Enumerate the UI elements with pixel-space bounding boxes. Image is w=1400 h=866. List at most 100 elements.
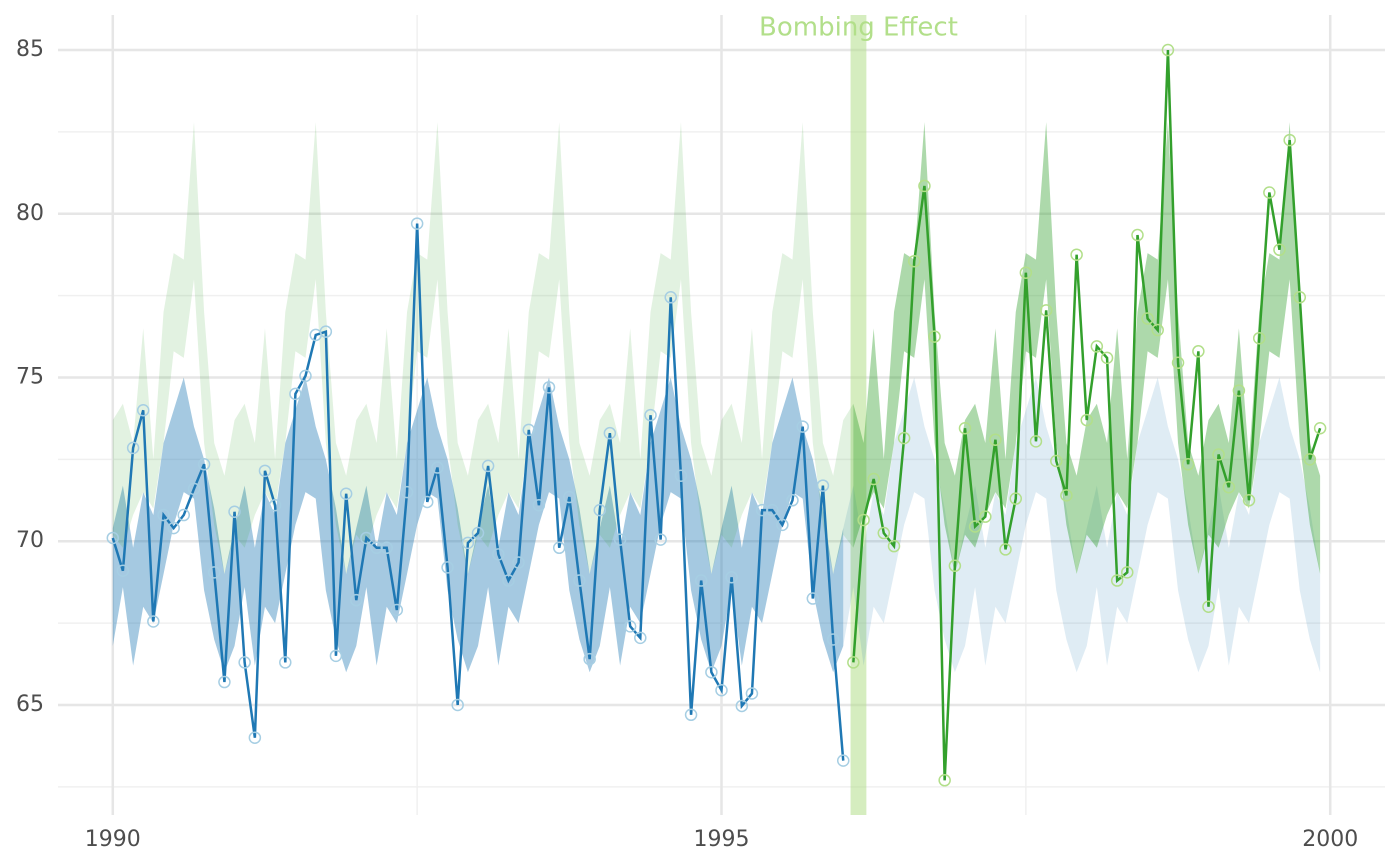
data-point: [350, 593, 363, 607]
data-point: [289, 387, 302, 401]
data-point: [1141, 312, 1154, 325]
data-point: [603, 426, 617, 440]
data-point: [664, 291, 677, 304]
data-point: [228, 505, 241, 519]
data-point: [705, 665, 718, 679]
data-point: [674, 469, 688, 482]
data-point: [542, 381, 556, 394]
data-point: [907, 255, 921, 268]
data-point: [1181, 458, 1195, 471]
data-point: [1242, 494, 1256, 507]
data-point: [623, 620, 637, 633]
data-point: [786, 494, 799, 507]
data-point: [928, 330, 941, 343]
data-point: [979, 510, 992, 523]
data-point: [918, 179, 931, 193]
data-point: [1100, 351, 1114, 365]
data-point: [481, 459, 495, 473]
data-point: [694, 574, 708, 587]
data-point: [177, 508, 191, 522]
data-point: [857, 513, 870, 527]
data-point: [968, 520, 982, 533]
data-point: [887, 539, 901, 553]
data-point: [1171, 356, 1185, 370]
data-point: [563, 490, 576, 504]
data-point: [410, 217, 424, 230]
data-point: [1121, 566, 1134, 579]
data-point: [370, 541, 383, 555]
data-point: [766, 503, 779, 517]
interval-band: [112, 122, 854, 574]
data-point: [634, 631, 647, 645]
data-point: [167, 521, 180, 535]
data-point: [532, 498, 546, 512]
data-point: [1060, 489, 1073, 502]
annotation-span: [850, 15, 867, 815]
interval-band: [112, 377, 844, 673]
data-point: [390, 603, 404, 617]
data-point: [1151, 323, 1164, 337]
data-point: [1202, 600, 1215, 613]
y-tick-label: 65: [16, 692, 44, 717]
data-point: [816, 479, 830, 492]
data-point: [1080, 413, 1093, 427]
data-point: [897, 431, 911, 445]
annotation-label: Bombing Effect: [759, 13, 958, 43]
data-point: [776, 518, 789, 532]
data-point: [502, 574, 515, 587]
data-point: [461, 536, 475, 550]
data-point: [279, 656, 292, 669]
data-point: [1110, 574, 1124, 587]
series-line: [111, 223, 845, 761]
data-point: [431, 461, 444, 474]
data-point: [207, 566, 221, 579]
data-point: [1273, 243, 1286, 257]
data-point: [806, 592, 820, 605]
data-point: [1070, 248, 1083, 261]
data-point: [948, 559, 962, 573]
y-tick-label: 70: [16, 528, 44, 553]
data-point: [552, 541, 566, 555]
data-point: [147, 615, 160, 628]
data-point: [796, 420, 809, 433]
data-point: [106, 531, 120, 545]
y-tick-label: 85: [16, 37, 44, 62]
data-point: [583, 652, 596, 666]
data-point: [1303, 453, 1317, 466]
data-point: [847, 656, 860, 669]
data-point: [126, 441, 140, 455]
data-point: [745, 687, 759, 700]
x-tick-label: 2000: [1302, 827, 1358, 852]
data-point: [755, 503, 769, 517]
data-point: [958, 422, 972, 435]
data-point: [492, 548, 505, 561]
data-point: [1222, 480, 1236, 494]
data-point: [573, 574, 586, 587]
data-point: [1232, 384, 1246, 397]
data-point: [400, 485, 414, 499]
data-point: [420, 495, 434, 509]
data-point: [258, 464, 272, 478]
data-point: [522, 423, 536, 437]
data-point: [644, 408, 657, 422]
data-point: [218, 675, 231, 689]
data-point: [268, 498, 282, 512]
x-tick-label: 1995: [694, 827, 750, 852]
y-tick-label: 80: [16, 201, 44, 226]
data-point: [1090, 340, 1104, 353]
data-point: [735, 699, 749, 713]
x-tick-label: 1990: [85, 827, 141, 852]
data-point: [187, 482, 201, 496]
data-point: [1029, 435, 1043, 448]
data-point: [1252, 331, 1266, 345]
data-point: [684, 708, 698, 722]
data-point: [989, 433, 1002, 446]
data-point: [1039, 304, 1053, 317]
data-point: [299, 369, 312, 383]
data-point: [136, 404, 150, 417]
data-point: [441, 561, 454, 574]
data-point: [360, 531, 373, 545]
data-point: [938, 774, 951, 787]
data-point: [451, 698, 464, 712]
